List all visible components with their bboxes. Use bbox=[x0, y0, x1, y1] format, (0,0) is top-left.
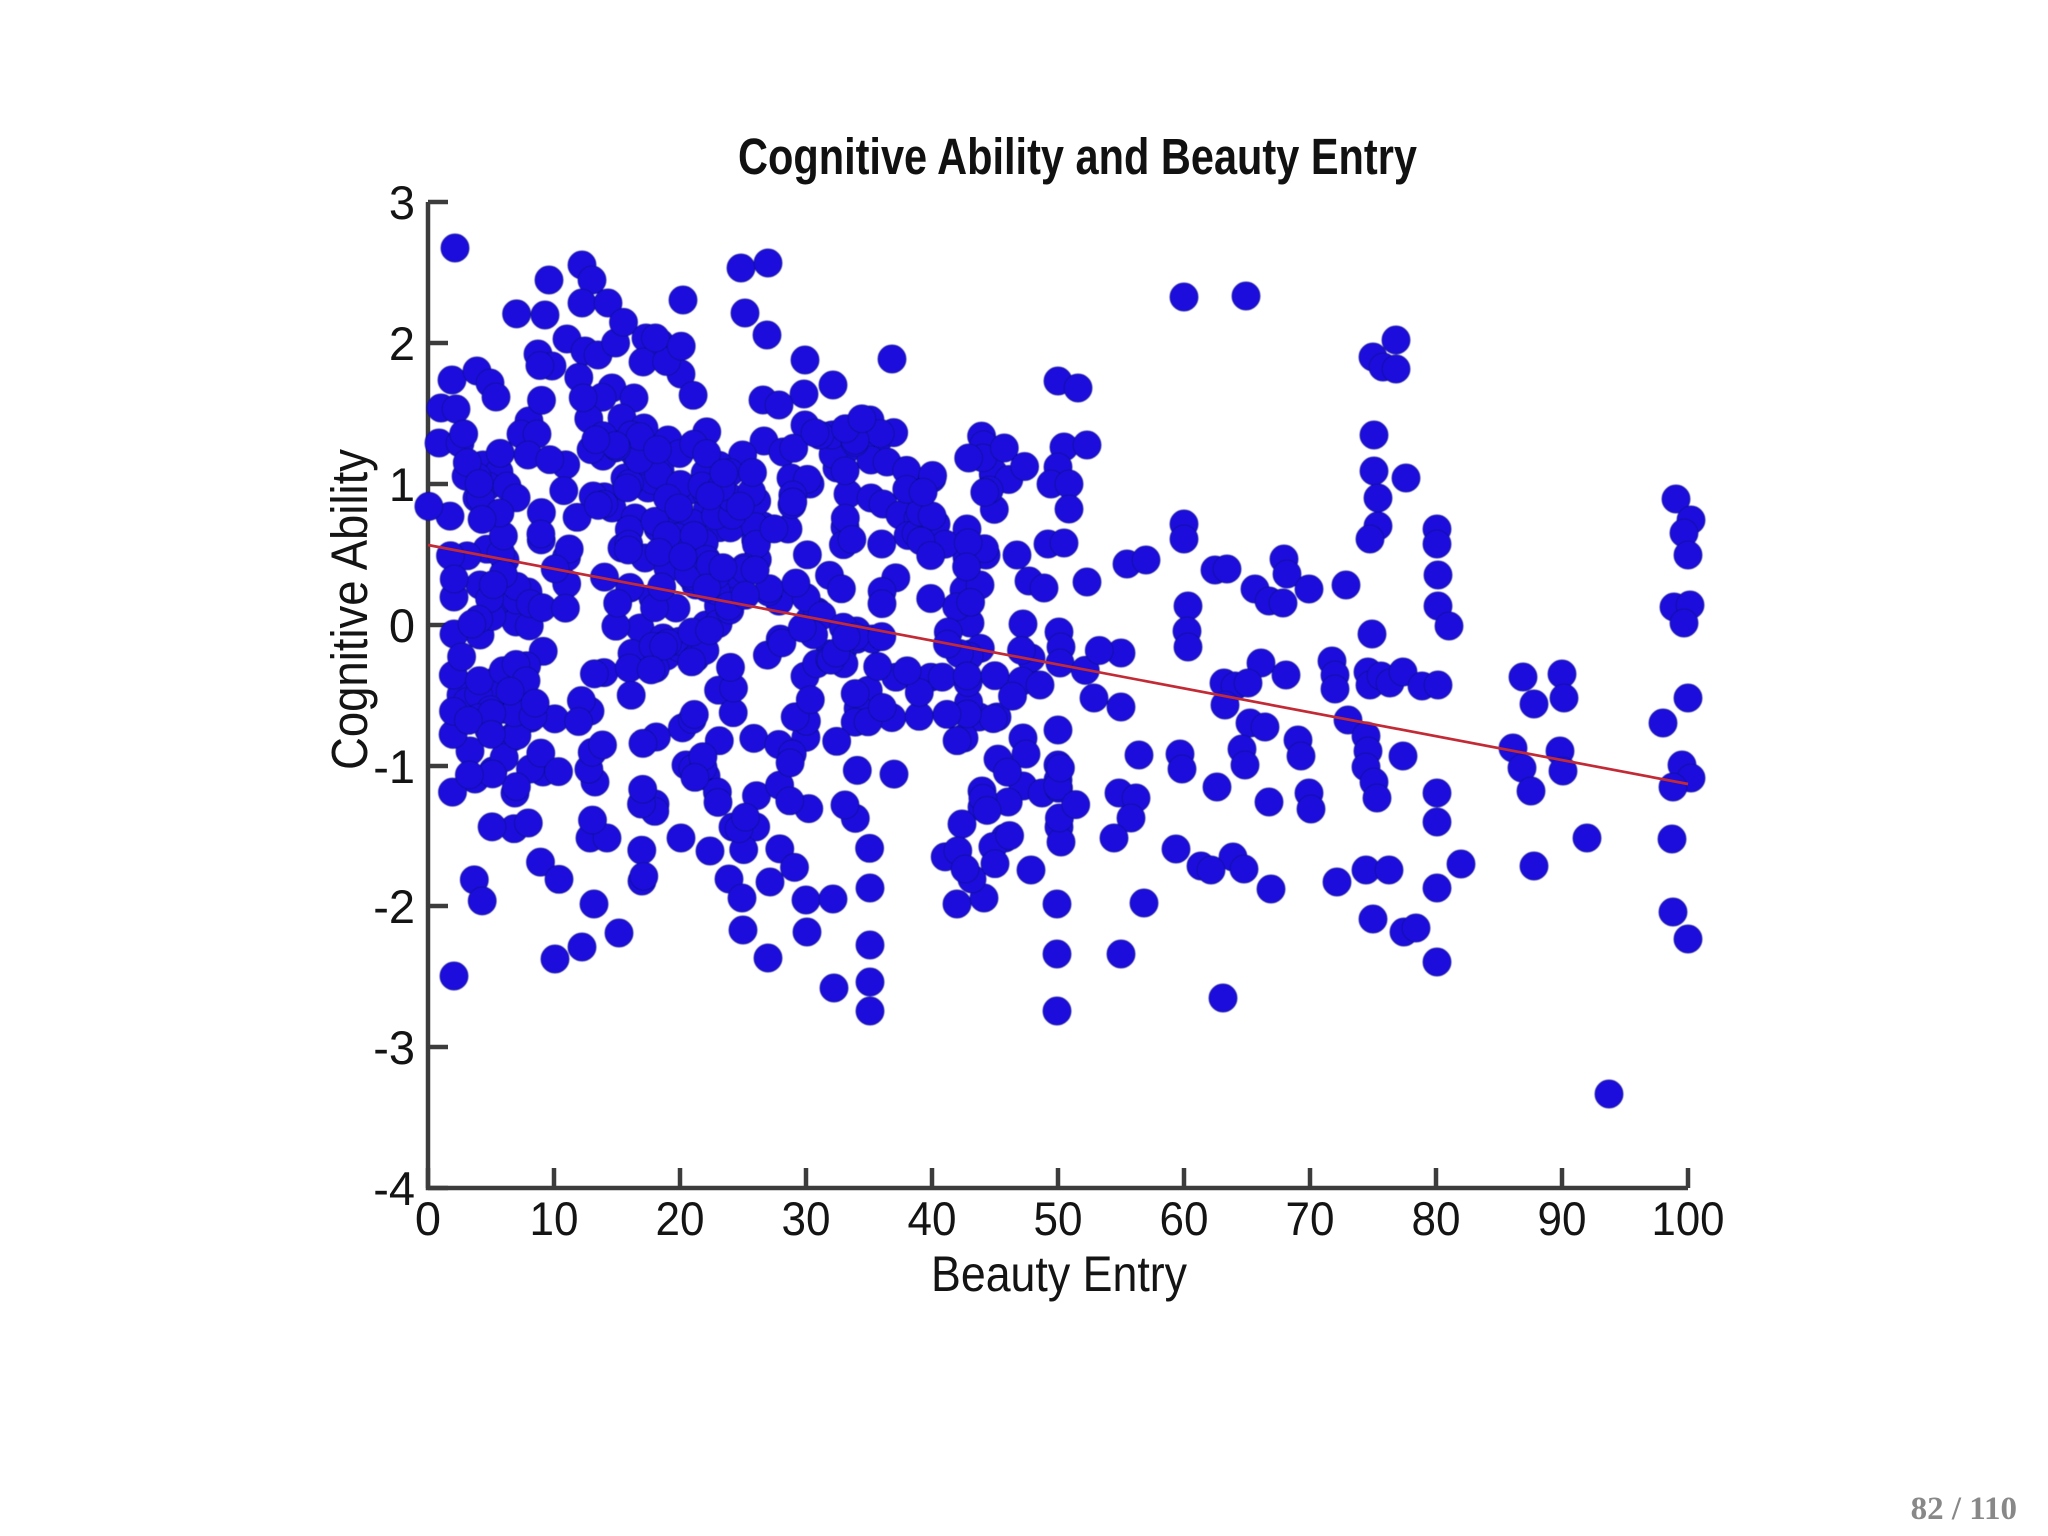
svg-text:1: 1 bbox=[389, 458, 415, 511]
svg-text:82 / 110: 82 / 110 bbox=[1911, 1491, 2017, 1527]
svg-text:-4: -4 bbox=[373, 1162, 415, 1215]
svg-text:Cognitive Ability and Beauty E: Cognitive Ability and Beauty Entry bbox=[738, 128, 1418, 185]
svg-text:3: 3 bbox=[389, 176, 415, 229]
svg-text:60: 60 bbox=[1160, 1192, 1209, 1245]
svg-text:-3: -3 bbox=[373, 1021, 415, 1074]
svg-text:70: 70 bbox=[1286, 1192, 1335, 1245]
svg-text:100: 100 bbox=[1652, 1192, 1725, 1245]
svg-text:-1: -1 bbox=[373, 740, 415, 793]
svg-text:0: 0 bbox=[389, 599, 415, 652]
svg-text:Cognitive Ability: Cognitive Ability bbox=[321, 449, 378, 770]
svg-text:-2: -2 bbox=[373, 880, 415, 933]
svg-text:10: 10 bbox=[530, 1192, 579, 1245]
svg-text:20: 20 bbox=[656, 1192, 705, 1245]
svg-text:50: 50 bbox=[1034, 1192, 1083, 1245]
svg-text:40: 40 bbox=[908, 1192, 957, 1245]
svg-text:30: 30 bbox=[782, 1192, 831, 1245]
svg-text:0: 0 bbox=[415, 1192, 441, 1245]
svg-text:2: 2 bbox=[389, 317, 415, 370]
svg-text:Beauty Entry: Beauty Entry bbox=[931, 1246, 1187, 1302]
svg-text:90: 90 bbox=[1538, 1192, 1587, 1245]
svg-text:80: 80 bbox=[1412, 1192, 1461, 1245]
